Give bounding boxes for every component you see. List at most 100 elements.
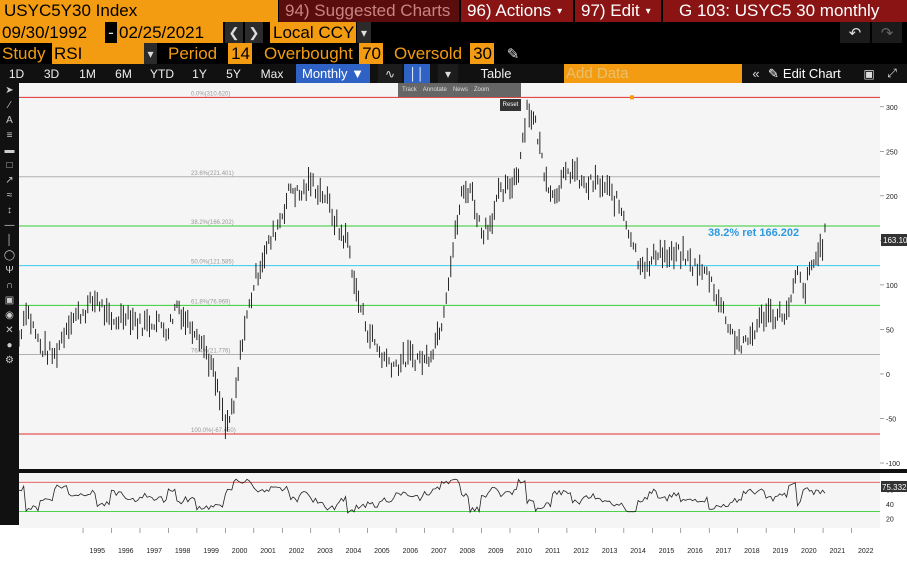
magnet-tool[interactable]: ∩ bbox=[0, 278, 19, 293]
annotate-button[interactable]: Annotate bbox=[422, 87, 447, 93]
range-1y-button[interactable]: 1Y bbox=[183, 64, 216, 83]
chart-area[interactable]: 0.0%(310.620) 23.6%(221.401) 38.2%(166.202… bbox=[0, 83, 907, 572]
y-tick-label: 250 bbox=[886, 149, 898, 156]
date-range-bar: 09/30/1992 - 02/25/2021 ❮ ❯ Local CCY ▾ … bbox=[0, 22, 907, 43]
range-label: 3D bbox=[43, 66, 60, 81]
edit-square-icon: ▣ bbox=[863, 66, 875, 81]
arrow-icon: ↗ bbox=[5, 175, 14, 186]
chart-type-dropdown[interactable]: ▾ bbox=[438, 64, 458, 83]
x-tick-label: 1999 bbox=[203, 548, 219, 555]
collapse-button[interactable]: « bbox=[746, 64, 766, 83]
currency-select[interactable]: Local CCY bbox=[270, 22, 356, 43]
arrow-tool[interactable]: ↗ bbox=[0, 173, 19, 188]
start-date-text: 09/30/1992 bbox=[2, 22, 88, 42]
overbought-label-text: Overbought bbox=[264, 43, 353, 63]
range-ytd-button[interactable]: YTD bbox=[142, 64, 182, 83]
range-label: 6M bbox=[115, 66, 132, 81]
x-axis-bg bbox=[0, 528, 907, 572]
x-tick-label: 2004 bbox=[346, 548, 362, 555]
vertical-line-tool[interactable]: │ bbox=[0, 233, 19, 248]
reset-button[interactable]: Reset bbox=[500, 99, 521, 111]
palette-tool[interactable]: ● bbox=[0, 338, 19, 353]
brush-tool[interactable]: ≈ bbox=[0, 188, 19, 203]
table-button[interactable]: Table bbox=[464, 64, 528, 83]
calendar-prev-button[interactable]: ❮ bbox=[225, 22, 243, 43]
study-dropdown-button[interactable]: ▾ bbox=[144, 43, 157, 64]
oversold-value-text: 30 bbox=[473, 43, 492, 63]
x-tick-label: 2018 bbox=[744, 548, 760, 555]
range-label: 1M bbox=[79, 66, 96, 81]
currency-dropdown-button[interactable]: ▾ bbox=[357, 22, 371, 43]
text-tool[interactable]: A bbox=[0, 113, 19, 128]
chart-settings-button[interactable]: ▣ bbox=[860, 64, 878, 83]
range-1d-button[interactable]: 1D bbox=[0, 64, 33, 83]
period-input[interactable]: 14 bbox=[228, 43, 252, 64]
range-max-button[interactable]: Max bbox=[251, 64, 293, 83]
range-6m-button[interactable]: 6M bbox=[106, 64, 141, 83]
range-1m-button[interactable]: 1M bbox=[70, 64, 105, 83]
chart-canvas[interactable]: 0.0%(310.620) 23.6%(221.401) 38.2%(166.202… bbox=[0, 83, 907, 572]
undo-icon: ↶ bbox=[848, 24, 862, 42]
x-tick-label: 2017 bbox=[716, 548, 732, 555]
x-tick-label: 2005 bbox=[374, 548, 390, 555]
pencil-button[interactable]: ✎ bbox=[504, 43, 522, 64]
x-tick-label: 2015 bbox=[659, 548, 675, 555]
edit-chart-button[interactable]: ✎ Edit Chart bbox=[768, 64, 856, 83]
cursor-icon: ➤ bbox=[5, 85, 14, 96]
cursor-tool[interactable]: ➤ bbox=[0, 83, 19, 98]
study-bar: Study RSI ▾ Period 14 Overbought 70 Over… bbox=[0, 43, 907, 64]
range-5y-button[interactable]: 5Y bbox=[217, 64, 250, 83]
line-icon: ∕ bbox=[8, 100, 11, 111]
x-tick-label: 1996 bbox=[118, 548, 134, 555]
edit-button[interactable]: 97) Edit ▾ bbox=[575, 0, 661, 22]
fib-label: 38.2%(166.202) bbox=[191, 220, 234, 226]
suggested-charts-button[interactable]: 94) Suggested Charts bbox=[279, 0, 459, 22]
bar-chart-button[interactable]: ││ bbox=[404, 64, 430, 83]
lock-tool[interactable]: ▣ bbox=[0, 293, 19, 308]
rsi-tick-label: 40 bbox=[886, 502, 894, 509]
period-value-text: 14 bbox=[231, 43, 250, 63]
redo-icon: ↷ bbox=[880, 24, 894, 42]
start-date-input[interactable]: 09/30/1992 bbox=[0, 22, 105, 43]
line-tool[interactable]: ∕ bbox=[0, 98, 19, 113]
study-select[interactable]: RSI bbox=[52, 43, 144, 64]
study-label: Study bbox=[2, 43, 50, 64]
range-label: 1Y bbox=[192, 66, 207, 81]
zoom-button[interactable]: Zoom bbox=[473, 87, 490, 93]
range-label: YTD bbox=[150, 66, 174, 81]
line-chart-button[interactable]: ∿ bbox=[378, 64, 402, 83]
end-date-input[interactable]: 02/25/2021 bbox=[117, 22, 223, 43]
channel-tool[interactable]: ▬ bbox=[0, 143, 19, 158]
settings-tool[interactable]: ⚙ bbox=[0, 353, 19, 368]
oversold-input[interactable]: 30 bbox=[470, 43, 494, 64]
x-axis: 1995 1996 1997 1998 1999 2000 2001 2002 2003 2004… bbox=[82, 95, 874, 555]
y-axis: 300250200150100500-50-100 bbox=[880, 105, 900, 468]
shape-icon: □ bbox=[6, 160, 13, 171]
x-tick-label: 2019 bbox=[773, 548, 789, 555]
news-button[interactable]: News bbox=[452, 87, 468, 93]
ellipse-tool[interactable]: ◯ bbox=[0, 248, 19, 263]
calendar-next-button[interactable]: ❯ bbox=[245, 22, 263, 43]
x-tick-label: 1998 bbox=[175, 548, 191, 555]
pitchfork-tool[interactable]: Ψ bbox=[0, 263, 19, 278]
ticker-field[interactable]: USYC5Y30 Index bbox=[0, 0, 278, 22]
overbought-input[interactable]: 70 bbox=[359, 43, 383, 64]
redo-button[interactable]: ↷ bbox=[872, 22, 902, 43]
frequency-select[interactable]: Monthly ▼ bbox=[296, 64, 370, 83]
range-3d-button[interactable]: 3D bbox=[34, 64, 69, 83]
trash-tool[interactable]: ✕ bbox=[0, 323, 19, 338]
eye-tool[interactable]: ◉ bbox=[0, 308, 19, 323]
fib-label: 100.0%(-67.450) bbox=[191, 428, 236, 434]
track-button[interactable]: Track bbox=[402, 87, 417, 93]
horizontal-line-tool[interactable]: — bbox=[0, 218, 19, 233]
maximize-button[interactable]: ⤢ bbox=[882, 64, 902, 83]
panel-divider bbox=[0, 469, 907, 473]
add-data-input[interactable]: Add Data bbox=[564, 64, 742, 83]
shape-tool[interactable]: □ bbox=[0, 158, 19, 173]
fib-tool[interactable]: ≡ bbox=[0, 128, 19, 143]
actions-button[interactable]: 96) Actions ▾ bbox=[461, 0, 573, 22]
gear-icon: ⚙ bbox=[5, 355, 14, 366]
double-chevron-left-icon: « bbox=[752, 66, 760, 81]
undo-button[interactable]: ↶ bbox=[840, 22, 870, 43]
measure-tool[interactable]: ↕ bbox=[0, 203, 19, 218]
